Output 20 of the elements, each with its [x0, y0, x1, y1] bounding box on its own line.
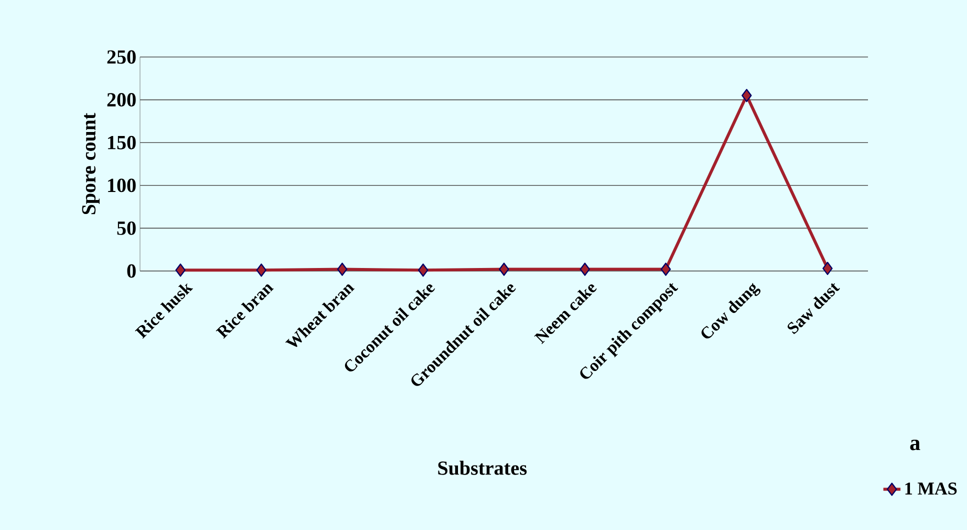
point	[822, 262, 833, 276]
y-tick-label: 0	[127, 264, 136, 278]
point	[580, 262, 590, 276]
point	[660, 262, 671, 276]
y-tick-label: 200	[107, 93, 136, 107]
point	[418, 264, 428, 277]
y-tick-label: 150	[108, 136, 136, 150]
y-tick-label: 250	[107, 50, 136, 64]
point	[337, 262, 348, 276]
x-axis-title: Substrates	[438, 460, 527, 475]
point	[175, 264, 186, 277]
y-axis-title: Spore count	[82, 112, 100, 214]
y-tick-label: 50	[117, 221, 136, 235]
y-tick-label: 100	[108, 178, 136, 192]
point	[498, 262, 510, 276]
legend-label: 1 MAS	[905, 482, 957, 495]
text: a	[910, 440, 920, 450]
x-tick-label: Saw dust	[788, 283, 840, 334]
point	[742, 88, 752, 102]
point	[256, 264, 266, 277]
